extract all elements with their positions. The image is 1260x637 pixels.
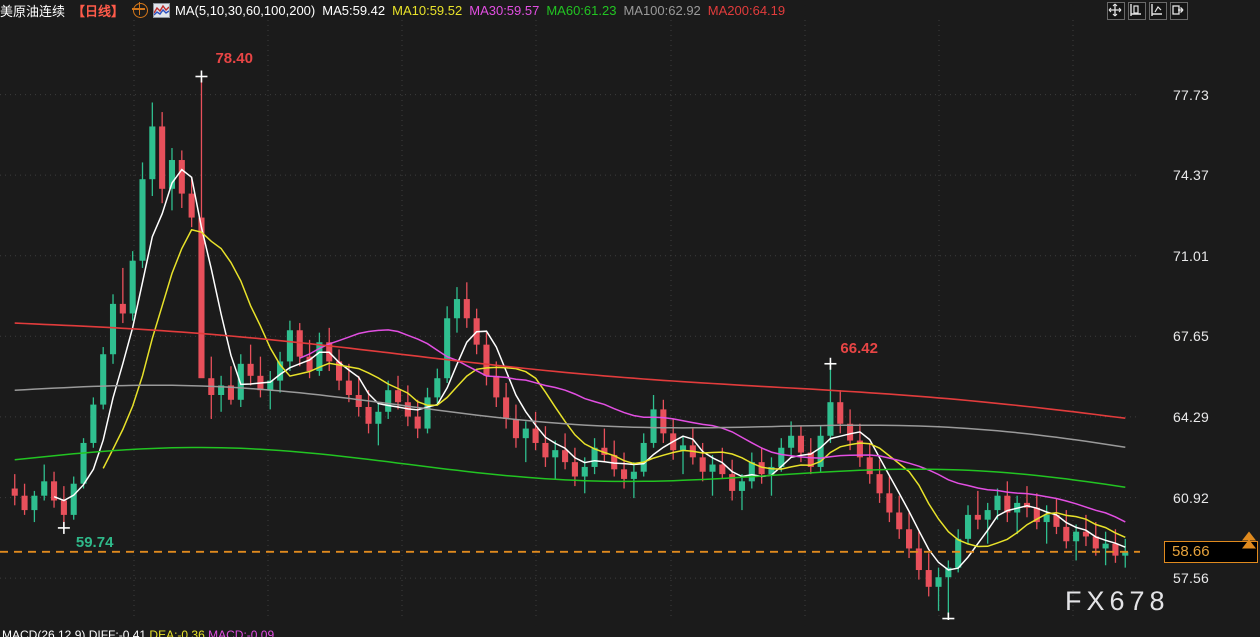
ma60-value: MA60:61.23 [546,2,617,18]
ma200-value: MA200:64.19 [707,2,786,18]
price-up-arrow-icon-secondary [1242,539,1256,549]
price-tick-label: 74.37 [1173,167,1210,184]
chart-header: 美原油连续 【日线】 MA(5,10,30,60,100,200) MA5:59… [0,0,1260,20]
macd-legend: MACD(26,12,9) DIFF:-0.41 DEA:-0.36 MACD:… [2,628,274,637]
align-right-icon[interactable] [1149,2,1167,20]
ma100-value: MA100:62.92 [623,2,701,18]
macd-definition: MACD(26,12,9) [2,628,86,637]
ma10-value: MA10:59.52 [392,2,463,18]
macd-indicator-panel[interactable]: MACD(26,12,9) DIFF:-0.41 DEA:-0.36 MACD:… [0,620,1260,637]
price-annotation: 78.40 [215,50,253,68]
price-axis[interactable]: 81.0977.7374.3771.0167.6564.2960.9257.56… [1140,6,1260,637]
price-tick-label: 71.01 [1173,247,1210,264]
price-annotation: 66.42 [840,339,878,357]
ma30-value: MA30:59.57 [469,2,540,18]
price-annotation: 59.74 [75,533,114,551]
ma5-value: MA5:59.42 [322,2,386,18]
period-label[interactable]: 【日线】 [72,3,125,19]
crosshair-circle-icon[interactable] [132,1,149,18]
symbol-name[interactable]: 美原油连续 [0,3,66,19]
ma-definition: MA(5,10,30,60,100,200) [175,2,316,18]
price-tick-label: 77.73 [1173,86,1210,103]
chart-canvas [0,20,1140,620]
price-tick-label: 64.29 [1173,408,1210,425]
crosshair-move-icon[interactable] [1107,2,1125,20]
indicator-chart-icon[interactable] [153,2,171,18]
jump-to-end-icon[interactable] [1170,2,1188,20]
macd-dea-value: DEA:-0.36 [149,628,205,637]
price-up-arrow-icon [1242,531,1256,541]
align-left-icon[interactable] [1128,2,1146,20]
price-tick-label: 60.92 [1173,489,1210,506]
watermark: FX678 [1065,586,1170,616]
price-tick-label: 67.65 [1173,328,1210,345]
macd-diff-value: DIFF:-0.41 [88,628,147,637]
macd-macd-value: MACD:-0.09 [208,628,275,637]
chart-toolbar [1107,2,1188,20]
last-price-badge[interactable]: 58.66 [1164,540,1258,563]
price-tick-label: 57.56 [1173,570,1210,587]
